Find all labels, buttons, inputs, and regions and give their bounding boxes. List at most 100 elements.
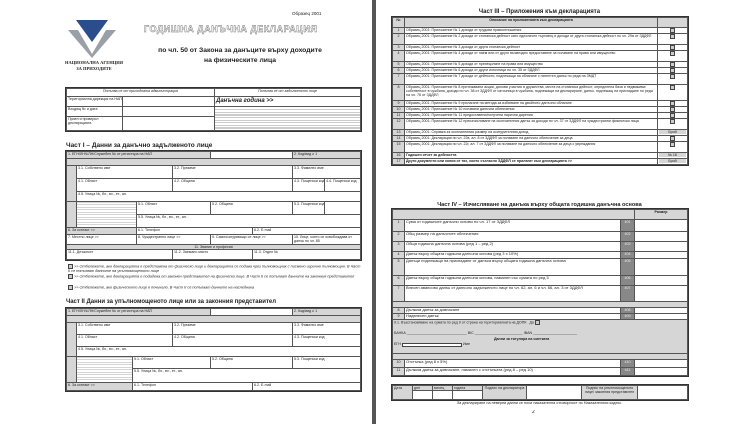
amount-input[interactable] [634,258,688,276]
amount-input[interactable] [634,359,688,368]
row-text: Образец 2001: Декларация по чл. 22г, ал.… [404,141,658,153]
region-field[interactable]: 4.1. Област [76,178,173,192]
street-field[interactable]: 4.5. Улица №, бл., вх., ет., ап. [76,191,361,202]
declarant-signature-label: Подпис на декларатора [482,385,527,400]
last-name-field[interactable]: 3.3. Фамилно име [292,165,361,179]
amount-input[interactable] [634,219,688,232]
row-number: 4 [392,251,405,259]
exempt-checkbox[interactable]: 10. Лице, което се освобождава от данък … [292,234,361,245]
refund-checkbox[interactable] [534,320,540,325]
first-name-field[interactable]: 3.1. Собствено име [76,165,173,179]
admin-field[interactable] [122,106,215,117]
iban-label: IBAN [523,331,533,336]
checkbox-icon[interactable] [670,107,675,112]
checkbox-icon[interactable] [670,45,675,50]
postcode-field[interactable]: 5.3. Пощенски код [292,201,325,215]
year-input[interactable] [452,390,483,400]
email-field[interactable]: 6.2. E-mail [252,382,361,391]
checkbox-icon[interactable] [670,85,675,90]
col-desc: Описание на приложенията към декларацият… [404,17,658,28]
row-text: Данъци подлежащи на приспадане от данъка… [404,258,621,276]
middle-name-field[interactable]: 3.2. Презиме [172,322,293,335]
middle-name-field[interactable]: 3.2. Презиме [172,165,293,179]
calculation-row: 10 Отстъпка (ред 8 x 5%) 410 [392,359,688,368]
row-checkbox[interactable] [657,50,688,62]
egn-input[interactable] [210,151,293,159]
street-field[interactable]: 5.5. Улица №, бл., вх., ет., ап. [132,368,361,383]
self-insured-checkbox[interactable]: 9. Самоосигуряващо се лице >> [210,234,293,245]
postcode-field[interactable]: 4.4. Пощенски код [324,178,361,192]
row-number: 2 [392,231,405,242]
last-name-field[interactable]: 3.3. Фамилно име [292,322,361,335]
checkbox-icon[interactable] [670,101,675,106]
row-text: Общ размер на данъчните облекчения [404,231,621,242]
kod-label: 2. Код/вид ≥ 1 [292,151,361,159]
checkbox-icon[interactable] [670,28,675,33]
department-field[interactable]: 11.3. Отдел № [252,249,361,260]
subtitle-1: по чл. 50 от Закона за данъците върху до… [158,47,322,54]
email-field[interactable]: 6.2. E-mail [252,227,361,235]
amount-input[interactable] [634,285,688,302]
month-input[interactable] [432,390,453,400]
phone-field[interactable]: 6.1. Телефон [132,382,253,391]
amount-input[interactable] [634,251,688,259]
page-1: Образец 2001 НАЦИОНАЛНА АГЕНЦИЯ ЗА ПРИХО… [0,0,373,424]
checkbox-icon[interactable] [670,68,675,73]
resident-checkbox[interactable]: 7. Местно лице >> [66,234,137,245]
street-field[interactable]: 4.5. Улица №, бл., вх., ет., ап. [76,346,361,357]
egn-input[interactable] [210,308,293,316]
row-checkbox[interactable] [657,141,688,153]
row-text: Сума от годишните данъчни основи по чл. … [404,219,621,232]
admin-field[interactable] [122,96,215,107]
checkbox-icon[interactable] [670,142,675,147]
row-code: 401 [620,219,635,232]
note-checkbox[interactable] [68,274,73,279]
postcode-field[interactable]: 5.3. Пощенски код [292,356,361,369]
street-field[interactable]: 5.5. Улица №, бл., вх., ет., ап. [136,214,361,228]
municipality-field[interactable]: 4.2. Община [172,178,293,192]
amount-input[interactable] [634,231,688,242]
postcode-field[interactable]: 4.3. Пощенски код [292,178,325,192]
region-field[interactable]: 5.1. Област [132,356,211,369]
checkbox-icon[interactable] [670,119,675,124]
declarant-signature-field[interactable] [526,385,582,400]
row-checkbox[interactable] [657,84,688,101]
day-input[interactable] [412,390,433,400]
row-checkbox[interactable] [657,33,688,45]
col-no: № [392,17,405,28]
phone-field[interactable]: 6.1. Телефон [136,227,253,235]
row-checkbox[interactable] [657,118,688,130]
row-code: 407 [620,285,635,302]
row-checkbox[interactable] [657,73,688,85]
region-field[interactable]: 5.1. Област [136,201,211,215]
representative-signature-field[interactable] [637,385,688,400]
postcode-field[interactable]: 4.3. Пощенски код [292,334,361,347]
checkbox-icon[interactable] [670,51,675,56]
holder-egn-input[interactable] [401,342,462,347]
row-checkbox[interactable]: Брой [657,158,688,165]
checkbox-icon[interactable] [670,34,675,39]
checkbox-icon[interactable] [670,113,675,118]
form-title: ГОДИШНА ДАНЪЧНА ДЕКЛАРАЦИЯ [144,24,318,34]
checkbox-icon[interactable] [670,62,675,67]
bic-label: BIC [467,331,474,336]
amount-input[interactable] [634,241,688,252]
position-field[interactable]: 11.1. Длъжност [66,249,173,260]
amount-input[interactable] [634,367,688,376]
checkbox-icon[interactable] [670,74,675,79]
part3-table: № Описание на приложенията към декларация… [391,16,689,166]
municipality-field[interactable]: 5.2. Община [210,356,293,369]
first-name-field[interactable]: 3.1. Собствено име [76,322,173,335]
amount-input[interactable] [634,275,688,286]
municipality-field[interactable]: 4.2. Община [172,334,293,347]
tax-year-label[interactable]: Данъчна година >> [214,96,361,107]
checkbox-icon[interactable] [670,136,675,141]
region-field[interactable]: 4.1. Област [76,334,173,347]
part4-table: Размер 1 Сума от годишните данъчни основи… [391,208,689,377]
workplace-field[interactable]: 11.2. Заемано място [172,249,253,260]
admin-field[interactable] [122,116,215,131]
foreign-checkbox[interactable]: 8. Чуждестранно лице >> [136,234,211,245]
municipality-field[interactable]: 5.2. Община [210,201,293,215]
row-code: 406 [620,275,635,286]
note-checkbox[interactable] [68,285,73,290]
